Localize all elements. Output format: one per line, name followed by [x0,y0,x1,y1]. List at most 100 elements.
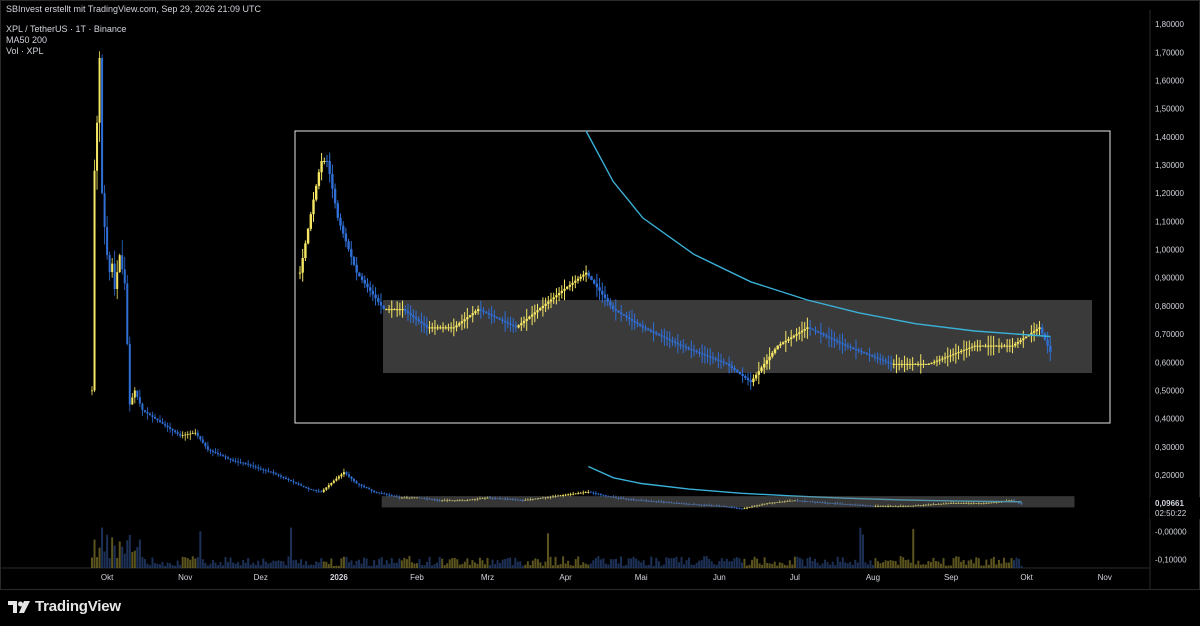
volume-bar [300,559,303,568]
volume-bar [428,556,431,568]
inset-candle-body [455,325,458,328]
candle-body [914,505,917,507]
inset-candle-body [525,318,528,321]
indicator-ma-label[interactable]: MA50 200 [6,35,48,45]
volume-bar [458,564,461,568]
candle-body [489,497,492,499]
volume-bar [418,559,421,568]
inset-candle-body [965,348,968,350]
candle-body [577,493,580,494]
candle-body [710,505,713,507]
candle-body [761,504,764,506]
y-tick-label: 0,60000 [1155,358,1184,367]
inset-candle-body [509,323,512,325]
inset-candle-body [371,290,375,295]
candle-body [675,502,678,504]
inset-candle-body [941,358,944,360]
symbol-title[interactable]: XPL / TetherUS · 1T · Binance [6,24,127,34]
inset-candle-body [741,374,744,377]
tradingview-logo[interactable]: TradingView [8,598,121,615]
inset-candle-body [428,327,431,329]
price-chart[interactable]: 1,80000 1,70000 1,60000 1,50000 1,40000 1,300… [0,0,1200,590]
volume-bar [101,527,104,568]
candle-body [607,495,610,497]
inset-candle-body [401,309,404,311]
inset-candle-body [919,363,922,365]
candle-body [325,487,328,490]
x-tick-label: Jun [713,573,726,582]
candle-body [776,502,779,503]
volume-bar [106,534,109,568]
ma-line [588,465,1022,503]
inset-candle-body [1005,345,1009,347]
candle-body [892,506,895,507]
indicator-vol-label[interactable]: Vol · XPL [6,46,44,56]
inset-candle-body [738,371,742,375]
volume-bar [803,565,806,568]
volume-bar [1000,563,1003,568]
inset-candle-body [733,367,736,370]
inset-candle-body [630,319,634,321]
inset-candle-body [943,357,947,359]
volume-bar [965,564,968,568]
candle-body [330,482,333,486]
volume-bar [169,563,172,568]
candle-body [239,462,242,463]
candle-body [579,492,582,494]
inset-candle-body [347,241,350,250]
volume-bar [713,564,716,568]
volume-bar [463,561,466,568]
candle-body [453,500,456,502]
inset-candle-body [325,161,329,162]
inset-candle-body [835,340,839,342]
volume-bar [123,553,126,568]
candle-body [504,498,507,500]
volume-bar [242,560,245,568]
volume-bar [345,556,348,568]
inset-candle-body [422,323,426,326]
candle-body [751,506,754,508]
candle-body [846,504,849,505]
inset-candle-body [431,327,434,329]
candle-body [287,478,290,481]
inset-candle-body [390,309,393,311]
inset-candle-body [843,344,847,346]
volume-bar [887,560,890,568]
candle-body [599,494,602,495]
candle-body [302,485,305,487]
inset-candle-body [736,369,739,372]
candle-body [677,503,680,504]
volume-bar [995,564,998,568]
inset-candle-body [444,327,447,329]
volume-bar [708,558,711,568]
volume-bar [484,564,486,568]
candle-body [383,493,386,495]
candle-body [529,499,532,501]
volume-bar [128,534,131,568]
inset-candle-body [592,279,596,284]
volume-bar [161,561,164,568]
volume-bar [191,556,194,568]
candle-body [967,503,970,504]
volume-bar [939,563,942,568]
candle-body [106,227,109,256]
y-tick-label: 0,50000 [1155,386,1184,395]
volume-bar [735,557,738,568]
candle-body [922,505,925,506]
volume-bar [494,564,497,568]
candle-body [564,494,567,496]
inset-candle-body [576,278,580,281]
volume-bar [410,562,413,568]
volume-bar [557,564,560,568]
volume-bar [579,564,582,568]
volume-bar [325,561,328,568]
volume-bar [914,564,917,568]
candle-body [554,496,557,497]
candle-body [300,484,303,486]
volume-bar [310,564,313,568]
y-tick-label: 0,30000 [1155,443,1184,452]
volume-bar [725,558,728,568]
inset-candle-body [687,347,690,349]
inset-candle-body [557,293,561,296]
candle-body [680,503,683,505]
